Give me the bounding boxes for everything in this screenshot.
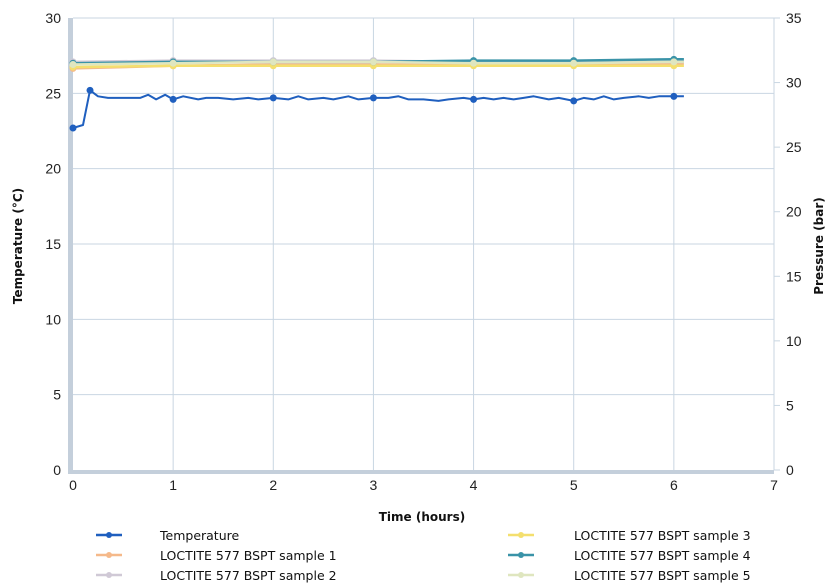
legend: Temperature LOCTITE 577 BSPT sample 1 LO… [96, 528, 751, 583]
series-line-sample-3 [72, 64, 684, 69]
x-axis-tick-labels: 0 1 2 3 4 5 6 7 [69, 477, 778, 493]
y-tick-label: 20 [45, 161, 61, 177]
y2-tick-label: 35 [786, 10, 802, 26]
y-tick-label: 15 [45, 236, 61, 252]
right-y-axis-tick-labels: 0 5 10 15 20 25 30 35 [786, 10, 802, 478]
legend-label: LOCTITE 577 BSPT sample 1 [160, 548, 337, 563]
legend-marker [106, 572, 112, 578]
series-line-temperature [72, 89, 684, 129]
x-tick-label: 2 [269, 477, 277, 493]
x-axis-title: Time (hours) [379, 510, 465, 524]
data-point [69, 60, 77, 68]
y2-tick-label: 15 [786, 268, 802, 284]
y2-tick-label: 25 [786, 139, 802, 155]
legend-item-sample-3: LOCTITE 577 BSPT sample 3 [508, 528, 751, 543]
data-point [369, 94, 377, 102]
y-tick-label: 25 [45, 85, 61, 101]
data-point [169, 59, 177, 67]
legend-marker [518, 532, 524, 538]
y-tick-label: 30 [45, 10, 61, 26]
y-tick-label: 10 [45, 311, 61, 327]
right-y-axis-title: Pressure (bar) [812, 197, 826, 295]
data-point [470, 59, 478, 67]
y2-tick-label: 30 [786, 75, 802, 91]
x-tick-label: 1 [169, 477, 177, 493]
data-point [670, 92, 678, 100]
y2-tick-label: 20 [786, 204, 802, 220]
left-y-axis-tick-labels: 0 5 10 15 20 25 30 [45, 10, 61, 478]
x-tick-label: 4 [470, 477, 478, 493]
legend-marker [518, 572, 524, 578]
legend-label: LOCTITE 577 BSPT sample 5 [574, 568, 751, 583]
data-point [86, 86, 94, 94]
legend-item-sample-4: LOCTITE 577 BSPT sample 4 [508, 548, 751, 563]
y-tick-label: 5 [53, 387, 61, 403]
data-point [570, 97, 578, 105]
legend-item-sample-1: LOCTITE 577 BSPT sample 1 [96, 548, 337, 563]
series-lines [69, 55, 684, 132]
data-point [269, 94, 277, 102]
data-point [169, 95, 177, 103]
x-tick-label: 6 [670, 477, 678, 493]
data-point [570, 59, 578, 67]
data-point [269, 58, 277, 66]
y2-tick-label: 0 [786, 462, 794, 478]
axes [68, 17, 780, 474]
legend-marker [106, 552, 112, 558]
data-point [369, 58, 377, 66]
bottom-axis-bar [68, 470, 774, 474]
y2-tick-label: 10 [786, 333, 802, 349]
legend-label: LOCTITE 577 BSPT sample 2 [160, 568, 337, 583]
legend-label: Temperature [159, 528, 239, 543]
left-axis-bar [68, 18, 73, 470]
legend-item-sample-5: LOCTITE 577 BSPT sample 5 [508, 568, 751, 583]
data-point [69, 124, 77, 132]
x-tick-label: 7 [770, 477, 778, 493]
x-tick-label: 0 [69, 477, 77, 493]
series-line-sample-5 [72, 60, 684, 66]
y-tick-label: 0 [53, 462, 61, 478]
x-tick-label: 3 [370, 477, 378, 493]
legend-item-temperature: Temperature [96, 528, 239, 543]
legend-item-sample-2: LOCTITE 577 BSPT sample 2 [96, 568, 337, 583]
data-point [470, 95, 478, 103]
data-point [670, 58, 678, 66]
legend-marker [106, 532, 112, 538]
x-tick-label: 5 [570, 477, 578, 493]
legend-label: LOCTITE 577 BSPT sample 3 [574, 528, 751, 543]
y2-tick-label: 5 [786, 397, 794, 413]
left-y-axis-title: Temperature (°C) [11, 188, 25, 304]
grid-lines [73, 17, 775, 470]
legend-marker [518, 552, 524, 558]
legend-label: LOCTITE 577 BSPT sample 4 [574, 548, 751, 563]
